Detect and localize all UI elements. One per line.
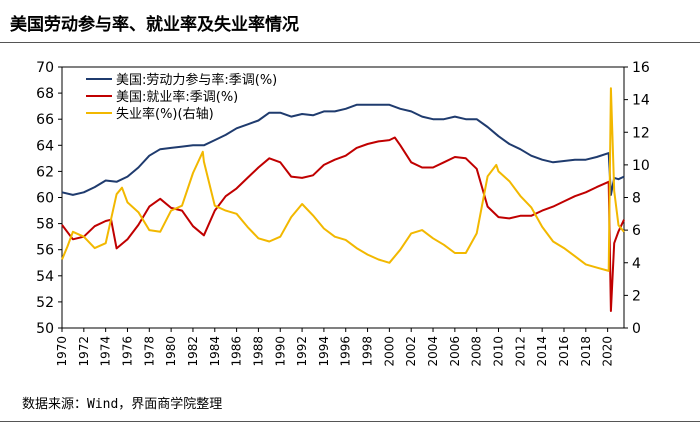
y-tick-label: 68 [36,86,54,102]
series-line-1 [61,103,625,196]
x-tick-label: 1984 [208,336,222,367]
x-tick-label: 2018 [579,336,593,367]
x-tick-label: 1992 [295,336,309,367]
x-tick-label: 2000 [382,336,396,367]
x-tick-label: 1982 [186,336,200,367]
x-tick-label: 2004 [426,336,440,367]
x-tick-label: 1978 [142,336,156,367]
x-tick-label: 2020 [601,336,615,367]
y2-tick-label: 16 [632,60,650,76]
x-tick-label: 1986 [230,336,244,367]
legend-label-1: 美国:劳动力参与率:季调(%) [116,72,277,88]
series-line-2 [61,136,625,312]
x-tick-label: 2006 [448,336,462,367]
y-tick-label: 70 [36,60,54,76]
chart-title: 美国劳动参与率、就业率及失业率情况 [10,15,299,35]
x-tick-label: 1980 [164,336,178,367]
y-tick-label: 58 [36,217,54,233]
x-tick-label: 1970 [55,336,69,367]
x-tick-label: 1990 [273,336,287,367]
x-tick-label: 1998 [361,336,375,367]
x-tick-label: 2016 [557,336,571,367]
x-tick-label: 1996 [339,336,353,367]
y2-tick-label: 4 [632,256,641,272]
x-tick-label: 1974 [99,336,113,367]
y-tick-label: 56 [36,243,54,259]
x-tick-label: 2010 [492,336,506,367]
legend-label-3: 失业率(%)(右轴) [116,106,214,122]
x-tick-label: 2012 [513,336,527,367]
title-divider [0,42,700,43]
y2-tick-label: 12 [632,125,650,141]
y2-tick-label: 10 [632,158,650,174]
y2-tick-label: 2 [632,288,641,304]
y-tick-label: 66 [36,112,54,128]
y-tick-label: 60 [36,191,54,207]
y2-tick-label: 0 [632,321,641,337]
x-tick-label: 2002 [404,336,418,367]
y2-tick-label: 8 [632,191,641,207]
y-tick-label: 64 [36,138,54,154]
y-tick-label: 52 [36,295,54,311]
source-note: 数据来源：Wind，界面商学院整理 [22,397,223,412]
x-tick-label: 1988 [251,336,265,367]
x-tick-label: 2014 [535,336,549,367]
y2-tick-label: 14 [632,93,650,109]
y2-tick-label: 6 [632,223,641,239]
x-tick-label: 2008 [470,336,484,367]
y-tick-label: 54 [36,269,54,285]
bottom-divider [0,421,700,422]
series-line-3 [61,87,625,272]
x-tick-label: 1994 [317,336,331,367]
legend-label-2: 美国:就业率:季调(%) [116,89,238,105]
y-tick-label: 50 [36,321,54,337]
x-tick-label: 1976 [120,336,134,367]
y-tick-label: 62 [36,164,54,180]
x-tick-label: 1972 [77,336,91,367]
